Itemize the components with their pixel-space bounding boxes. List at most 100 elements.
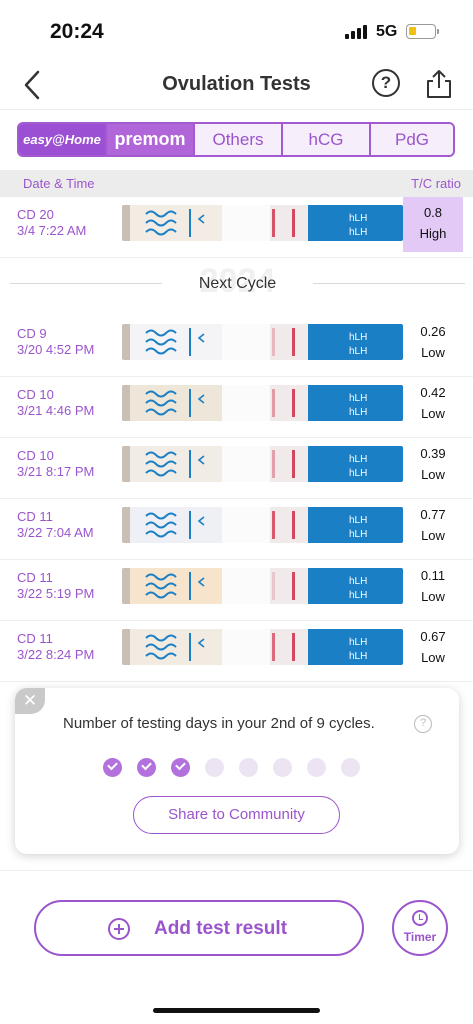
test-strip-image[interactable]: hLH hLH [122,205,403,241]
help-icon[interactable]: ? [414,715,432,733]
test-datetime: 3/22 8:24 PM [17,647,95,662]
svg-text:hLH: hLH [349,407,367,418]
cycle-day: CD 11 [17,570,53,585]
column-tc-ratio: T/C ratio [411,176,461,191]
empty-circle-icon [307,758,326,777]
plus-circle-icon [108,918,130,940]
test-row[interactable]: CD 11 3/22 8:24 PM hLH hLH 0.67 Low [0,621,473,682]
chevron-left-icon [24,70,40,100]
check-circle-icon [171,758,190,777]
test-datetime: 3/20 4:52 PM [17,342,95,357]
test-datetime: 3/21 4:46 PM [17,403,95,418]
tab-others[interactable]: Others [195,124,283,155]
cycle-label: Next Cycle [198,275,277,292]
test-row[interactable]: CD 20 3/4 7:22 AM hLH hLH 0.8 High [0,197,473,258]
timer-icon [412,910,428,926]
svg-text:hLH: hLH [349,637,367,648]
column-date-time: Date & Time [23,176,95,191]
cycle-day: CD 10 [17,387,54,402]
tc-ratio: 0.67 Low [403,621,463,676]
check-circle-icon [103,758,122,777]
cycle-divider: 2024 Next Cycle [10,258,465,306]
brand-tabs: easy@Home premom Others hCG PdG [17,122,455,157]
testing-days-text: Number of testing days in your 2nd of 9 … [63,715,375,732]
tc-ratio: 0.39 Low [403,438,463,493]
empty-circle-icon [273,758,292,777]
tc-ratio: 0.11 Low [403,560,463,615]
cycle-day: CD 11 [17,509,53,524]
column-header: Date & Time T/C ratio [0,170,473,197]
ratio-level: High [419,226,447,241]
tab-hcg[interactable]: hCG [283,124,371,155]
test-strip-image[interactable]: hLH hLH [122,629,403,665]
test-datetime: 3/22 7:04 AM [17,525,94,540]
svg-text:hLH: hLH [349,346,367,357]
status-time: 20:24 [50,20,104,43]
tc-ratio: 0.77 Low [403,499,463,554]
check-circle-icon [137,758,156,777]
tab-easy-home[interactable]: easy@Home [19,124,107,155]
test-row[interactable]: CD 10 3/21 4:46 PM hLH hLH 0.42 Low [0,377,473,438]
test-datetime: 3/4 7:22 AM [17,223,87,238]
svg-text:hLH: hLH [349,213,367,224]
test-strip-image[interactable]: hLH hLH [122,446,403,482]
add-test-result-button[interactable]: Add test result [34,900,364,956]
svg-text:hLH: hLH [349,393,367,404]
ratio-level: Low [421,589,445,604]
cycle-day: CD 11 [17,631,53,646]
ratio-value: 0.42 [420,385,446,400]
timer-button[interactable]: Timer [392,900,448,956]
header: Ovulation Tests ? [0,60,473,110]
test-row[interactable]: CD 11 3/22 7:04 AM hLH hLH 0.77 Low [0,499,473,560]
ratio-value: 0.26 [420,324,446,339]
share-to-community-button[interactable]: Share to Community [133,796,340,834]
test-strip-image[interactable]: hLH hLH [122,385,403,421]
ratio-level: Low [421,406,445,421]
svg-text:hLH: hLH [349,332,367,343]
test-datetime: 3/22 5:19 PM [17,586,95,601]
add-test-result-label: Add test result [154,918,288,939]
close-icon[interactable]: ✕ [15,688,45,714]
timer-label: Timer [403,930,437,944]
test-row[interactable]: CD 11 3/22 5:19 PM hLH hLH 0.11 Low [0,560,473,621]
tab-pdg[interactable]: PdG [371,124,453,155]
cycle-day: CD 10 [17,448,54,463]
cycle-day: CD 20 [17,207,54,222]
share-button[interactable] [424,68,454,100]
svg-text:hLH: hLH [349,454,367,465]
svg-text:hLH: hLH [349,651,367,662]
share-icon [427,70,451,98]
test-datetime: 3/21 8:17 PM [17,464,95,479]
svg-text:hLH: hLH [349,590,367,601]
battery-icon [406,24,436,39]
back-button[interactable] [18,68,50,102]
svg-text:hLH: hLH [349,468,367,479]
tc-ratio: 0.42 Low [403,377,463,432]
test-row[interactable]: CD 10 3/21 8:17 PM hLH hLH 0.39 Low [0,438,473,499]
ratio-level: Low [421,528,445,543]
empty-circle-icon [205,758,224,777]
test-strip-image[interactable]: hLH hLH [122,568,403,604]
svg-text:hLH: hLH [349,515,367,526]
test-row[interactable]: CD 9 3/20 4:52 PM hLH hLH 0.26 Low [0,316,473,377]
ratio-value: 0.11 [420,568,446,583]
svg-text:hLH: hLH [349,529,367,540]
test-strip-image[interactable]: hLH hLH [122,507,403,543]
status-bar: 20:24 5G [0,0,473,60]
network-label: 5G [376,23,398,40]
ratio-value: 0.67 [420,629,446,644]
ratio-level: Low [421,345,445,360]
tab-premom[interactable]: premom [107,124,195,155]
test-strip-image[interactable]: hLH hLH [122,324,403,360]
svg-text:hLH: hLH [349,576,367,587]
ratio-value: 0.77 [420,507,446,522]
signal-icon [345,25,369,39]
help-button[interactable]: ? [372,69,400,97]
cycle-year: 2024 [199,262,276,300]
empty-circle-icon [341,758,360,777]
tc-ratio: 0.26 Low [403,316,463,371]
empty-circle-icon [239,758,258,777]
home-indicator [153,1008,320,1013]
testing-days-card: ✕ Number of testing days in your 2nd of … [15,688,459,854]
ratio-value: 0.39 [420,446,446,461]
